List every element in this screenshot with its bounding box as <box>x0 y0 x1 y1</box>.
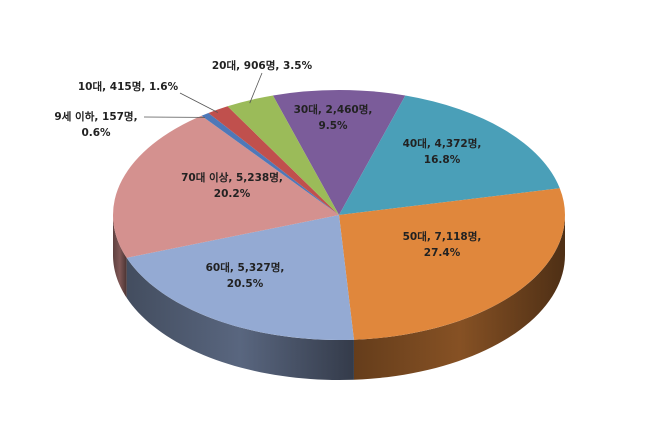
pie-side <box>126 257 354 380</box>
pie-slice <box>272 90 406 215</box>
leader-line <box>179 92 219 113</box>
data-label: 50대, 7,118명, 27.4% <box>402 231 482 259</box>
pie-side <box>353 215 565 380</box>
data-label: 20대, 906명, 3.5% <box>211 60 313 72</box>
pie-slice <box>126 215 354 340</box>
data-label: 9세 이하, 157명, 0.6% <box>54 111 138 139</box>
data-label: 60대, 5,327명, 20.5% <box>205 262 285 290</box>
data-label: 10대, 415명, 1.6% <box>77 81 179 93</box>
pie-slice <box>112 115 339 258</box>
data-label: 40대, 4,372명, 16.8% <box>402 138 482 166</box>
leader-line <box>249 72 263 104</box>
pie-slice <box>339 188 565 340</box>
pie-slice <box>208 106 339 215</box>
data-label: 70대 이상, 5,238명, 20.2% <box>181 172 283 200</box>
pie-slice <box>339 95 560 215</box>
pie-slice <box>201 112 339 215</box>
pie-slice <box>227 95 339 215</box>
pie-side <box>113 215 127 298</box>
data-label: 30대, 2,460명, 9.5% <box>293 104 373 132</box>
